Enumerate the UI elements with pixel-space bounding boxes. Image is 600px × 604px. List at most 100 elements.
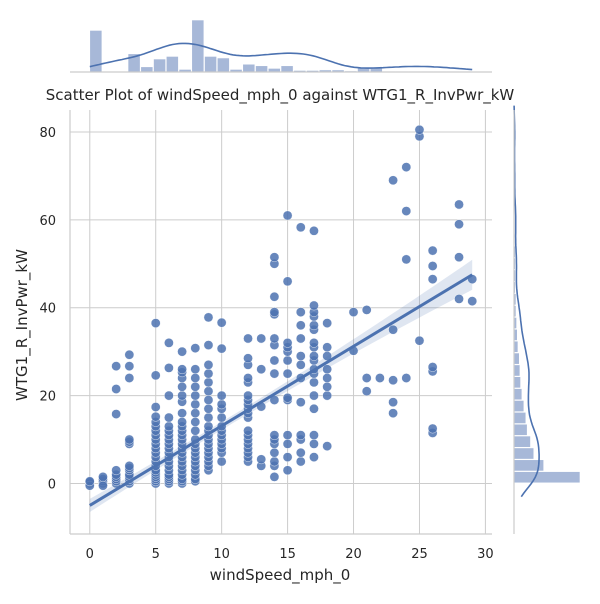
scatter-point — [203, 386, 214, 397]
scatter-point — [190, 382, 201, 392]
scatter-point — [150, 370, 161, 381]
scatter-point — [164, 421, 174, 432]
scatter-point — [322, 382, 332, 392]
scatter-point — [401, 254, 412, 265]
scatter-point — [309, 390, 319, 401]
scatter-point — [388, 375, 398, 386]
scatter-point — [282, 452, 293, 462]
y-tick-label: 80 — [39, 126, 56, 141]
scatter-point — [111, 384, 121, 394]
scatter-point — [164, 390, 174, 401]
scatter-point — [243, 425, 253, 436]
scatter-point — [361, 305, 372, 315]
scatter-point — [177, 346, 187, 357]
x-tick-label: 15 — [279, 547, 296, 562]
scatter-point — [177, 390, 187, 401]
scatter-point — [203, 421, 214, 432]
scatter-point — [124, 349, 135, 360]
scatter-point — [177, 417, 187, 427]
scatter-point — [401, 206, 412, 216]
scatter-point — [361, 373, 372, 383]
scatter-point — [124, 361, 135, 371]
scatter-point — [295, 447, 306, 458]
scatter-point — [282, 210, 293, 221]
scatter-point — [216, 390, 227, 401]
x-tick-label: 25 — [411, 547, 428, 562]
top-marginal-histogram — [70, 19, 492, 73]
scatter-point — [269, 430, 280, 440]
top-hist-bar — [216, 57, 230, 73]
axis-spines — [69, 110, 492, 535]
scatter-point — [98, 480, 108, 491]
scatter-point — [216, 412, 227, 423]
scatter-point — [282, 392, 293, 403]
top-hist-bar — [280, 65, 294, 73]
scatter-point — [256, 454, 267, 465]
scatter-point — [190, 343, 201, 353]
scatter-point — [295, 397, 306, 407]
scatter-point — [177, 408, 187, 418]
scatter-point — [414, 335, 425, 346]
y-tick-label: 20 — [39, 390, 56, 405]
scatter-point — [190, 373, 201, 383]
top-hist-bar — [204, 56, 217, 73]
right-hist-bar — [513, 447, 535, 460]
scatter-point — [309, 377, 319, 388]
scatter-point — [454, 199, 464, 210]
scatter-point — [454, 294, 464, 304]
scatter-point — [309, 351, 319, 361]
top-hist-bar — [153, 58, 166, 73]
scatter-point — [203, 377, 214, 388]
scatter-point — [269, 472, 280, 482]
scatter-point — [256, 333, 267, 344]
regression-line — [89, 273, 473, 507]
scatter-point — [295, 360, 306, 370]
scatter-point — [190, 390, 201, 401]
scatter-point — [388, 408, 398, 418]
scatter-point — [164, 412, 174, 423]
scatter-point — [348, 307, 359, 317]
scatter-point — [309, 300, 319, 311]
regression-line-group — [89, 273, 473, 507]
scatter-point — [256, 364, 267, 375]
scatter-point — [309, 430, 319, 440]
scatter-point — [190, 425, 201, 436]
scatter-point — [243, 333, 253, 344]
scatter-point — [282, 355, 293, 366]
scatter-point — [177, 364, 187, 375]
scatter-point — [282, 465, 293, 476]
scatter-points — [84, 124, 478, 491]
scatter-point — [361, 386, 372, 397]
scatter-point — [190, 364, 201, 375]
scatter-point — [190, 408, 201, 418]
scatter-point — [269, 291, 280, 302]
scatter-point — [427, 362, 438, 372]
scatter-point — [111, 465, 121, 476]
x-tick-label: 5 — [152, 547, 160, 562]
scatter-point — [322, 318, 332, 328]
scatter-point — [282, 338, 293, 348]
scatter-point — [467, 296, 478, 306]
scatter-point — [427, 274, 438, 284]
scatter-point — [150, 411, 161, 422]
scatter-point — [295, 307, 306, 317]
grid-lines — [70, 110, 492, 534]
y-tick-label: 40 — [39, 302, 56, 317]
right-hist-bar — [513, 423, 528, 436]
x-tick-label: 10 — [213, 547, 230, 562]
x-tick-label: 20 — [345, 547, 362, 562]
scatter-point — [203, 368, 214, 379]
scatter-point — [124, 373, 135, 383]
scatter-point — [269, 333, 280, 344]
right-hist-bar — [513, 471, 581, 484]
scatter-point — [295, 333, 306, 344]
scatter-point — [269, 355, 280, 366]
scatter-point — [309, 452, 319, 462]
scatter-point — [243, 390, 253, 401]
scatter-point — [309, 320, 319, 331]
scatter-point — [309, 403, 319, 414]
scatter-point — [322, 342, 332, 353]
scatter-point — [243, 353, 253, 364]
scatter-point — [388, 324, 398, 335]
